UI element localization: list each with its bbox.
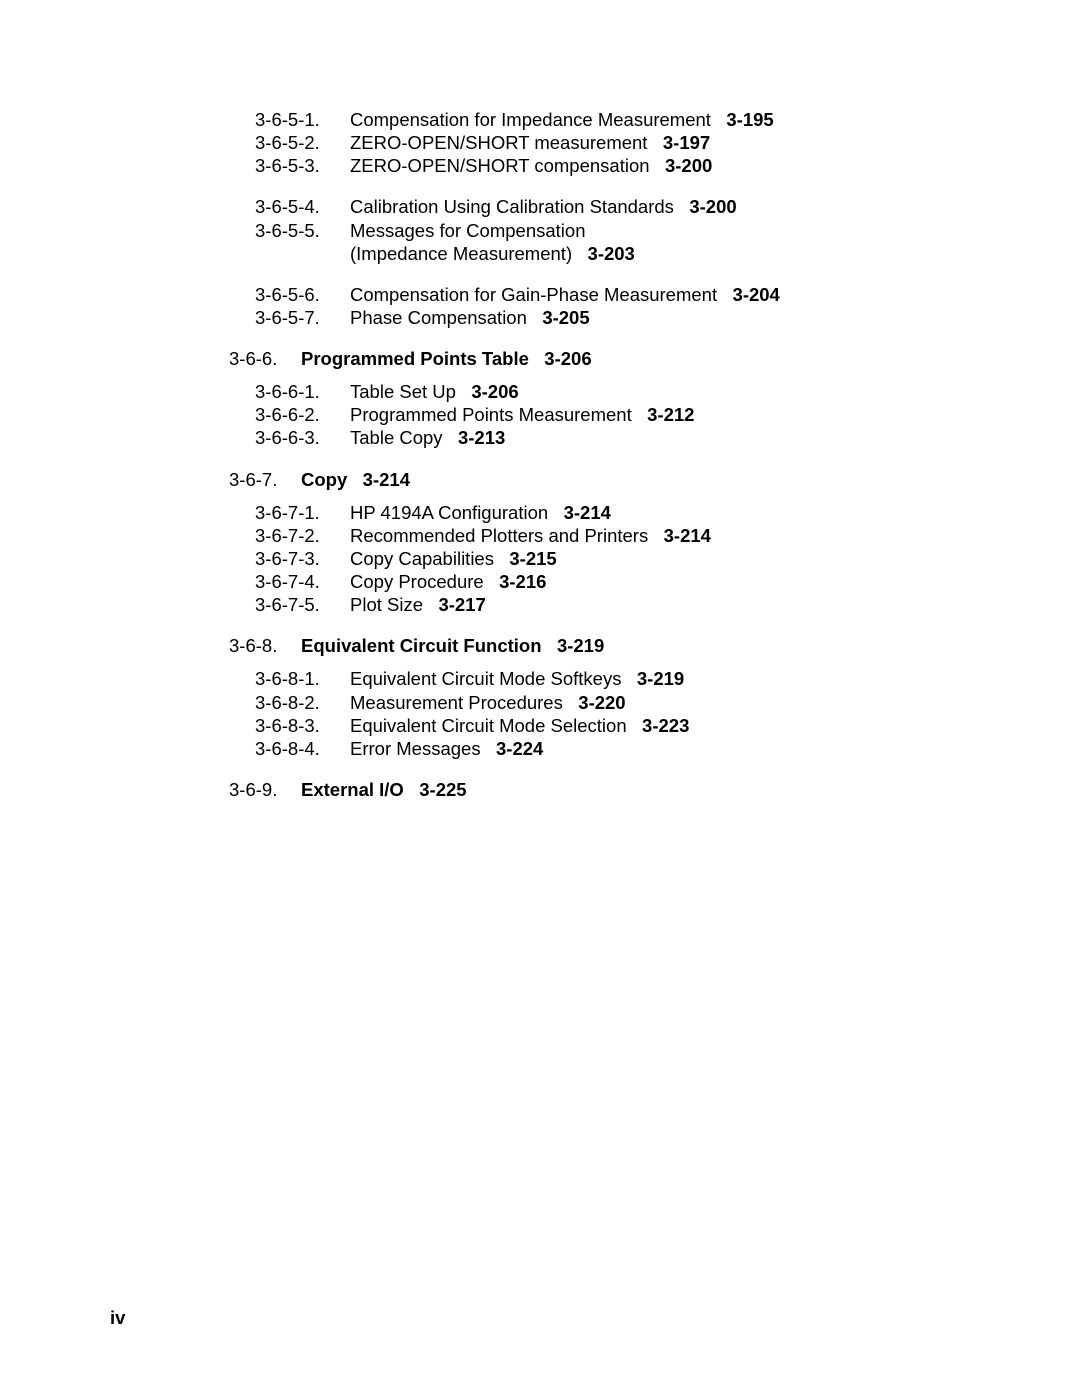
toc-section: 3-6-8. Equivalent Circuit Function 3-219 bbox=[229, 634, 955, 657]
toc-entry: 3-6-7-4. Copy Procedure 3-216 bbox=[255, 570, 955, 593]
entry-number: 3-6-8-4. bbox=[255, 737, 350, 760]
toc-section: 3-6-9. External I/O 3-225 bbox=[229, 778, 955, 801]
entry-number: 3-6-5-4. bbox=[255, 195, 350, 218]
toc-section: 3-6-7. Copy 3-214 bbox=[229, 468, 955, 491]
entry-number: 3-6-5-6. bbox=[255, 283, 350, 306]
entry-text: Copy Procedure 3-216 bbox=[350, 570, 955, 593]
toc-entry: 3-6-8-1. Equivalent Circuit Mode Softkey… bbox=[255, 667, 955, 690]
toc-entry: 3-6-6-1. Table Set Up 3-206 bbox=[255, 380, 955, 403]
entry-text: Copy Capabilities 3-215 bbox=[350, 547, 955, 570]
entry-text: ZERO-OPEN/SHORT measurement 3-197 bbox=[350, 131, 955, 154]
section-title: Copy 3-214 bbox=[301, 468, 410, 491]
section-number: 3-6-9. bbox=[229, 778, 301, 801]
section-number: 3-6-7. bbox=[229, 468, 301, 491]
entry-number: 3-6-7-2. bbox=[255, 524, 350, 547]
entry-text: HP 4194A Configuration 3-214 bbox=[350, 501, 955, 524]
entry-text: ZERO-OPEN/SHORT compensation 3-200 bbox=[350, 154, 955, 177]
entry-text: Error Messages 3-224 bbox=[350, 737, 955, 760]
toc-group: 3-6-5-4. Calibration Using Calibration S… bbox=[255, 195, 955, 264]
toc-group: 3-6-5-1. Compensation for Impedance Meas… bbox=[255, 108, 955, 177]
toc-entry: 3-6-5-3. ZERO-OPEN/SHORT compensation 3-… bbox=[255, 154, 955, 177]
section-title: Equivalent Circuit Function 3-219 bbox=[301, 634, 604, 657]
entry-number: 3-6-8-2. bbox=[255, 691, 350, 714]
section-number: 3-6-6. bbox=[229, 347, 301, 370]
toc-entry: 3-6-8-4. Error Messages 3-224 bbox=[255, 737, 955, 760]
toc-entry: 3-6-5-2. ZERO-OPEN/SHORT measurement 3-1… bbox=[255, 131, 955, 154]
toc-entry: 3-6-7-2. Recommended Plotters and Printe… bbox=[255, 524, 955, 547]
toc-entry: 3-6-5-6. Compensation for Gain-Phase Mea… bbox=[255, 283, 955, 306]
toc-entry: 3-6-5-7. Phase Compensation 3-205 bbox=[255, 306, 955, 329]
entry-number: 3-6-5-7. bbox=[255, 306, 350, 329]
entry-text: Recommended Plotters and Printers 3-214 bbox=[350, 524, 955, 547]
entry-number: 3-6-5-3. bbox=[255, 154, 350, 177]
toc-entry: 3-6-7-1. HP 4194A Configuration 3-214 bbox=[255, 501, 955, 524]
toc-entry: 3-6-8-3. Equivalent Circuit Mode Selecti… bbox=[255, 714, 955, 737]
entry-number: 3-6-8-3. bbox=[255, 714, 350, 737]
toc-entry: 3-6-6-3. Table Copy 3-213 bbox=[255, 426, 955, 449]
entry-number: 3-6-6-3. bbox=[255, 426, 350, 449]
entry-number: 3-6-7-1. bbox=[255, 501, 350, 524]
entry-number: 3-6-5-5. bbox=[255, 219, 350, 265]
toc-entry: 3-6-5-5. Messages for Compensation(Imped… bbox=[255, 219, 955, 265]
entry-text: Compensation for Impedance Measurement 3… bbox=[350, 108, 955, 131]
entry-text: Equivalent Circuit Mode Softkeys 3-219 bbox=[350, 667, 955, 690]
entry-number: 3-6-7-4. bbox=[255, 570, 350, 593]
toc-content: 3-6-5-1. Compensation for Impedance Meas… bbox=[255, 108, 955, 811]
toc-entry: 3-6-5-4. Calibration Using Calibration S… bbox=[255, 195, 955, 218]
toc-group: 3-6-6-1. Table Set Up 3-206 3-6-6-2. Pro… bbox=[255, 380, 955, 449]
entry-number: 3-6-8-1. bbox=[255, 667, 350, 690]
toc-entry: 3-6-7-3. Copy Capabilities 3-215 bbox=[255, 547, 955, 570]
entry-text: Measurement Procedures 3-220 bbox=[350, 691, 955, 714]
entry-number: 3-6-6-1. bbox=[255, 380, 350, 403]
toc-group: 3-6-7-1. HP 4194A Configuration 3-214 3-… bbox=[255, 501, 955, 617]
entry-text: Table Set Up 3-206 bbox=[350, 380, 955, 403]
toc-group: 3-6-5-6. Compensation for Gain-Phase Mea… bbox=[255, 283, 955, 329]
section-title: External I/O 3-225 bbox=[301, 778, 467, 801]
entry-text: Phase Compensation 3-205 bbox=[350, 306, 955, 329]
toc-entry: 3-6-5-1. Compensation for Impedance Meas… bbox=[255, 108, 955, 131]
page-number: iv bbox=[110, 1307, 125, 1329]
section-title: Programmed Points Table 3-206 bbox=[301, 347, 592, 370]
entry-number: 3-6-7-3. bbox=[255, 547, 350, 570]
entry-text: Programmed Points Measurement 3-212 bbox=[350, 403, 955, 426]
entry-text: Compensation for Gain-Phase Measurement … bbox=[350, 283, 955, 306]
entry-text: Calibration Using Calibration Standards … bbox=[350, 195, 955, 218]
toc-group: 3-6-8-1. Equivalent Circuit Mode Softkey… bbox=[255, 667, 955, 760]
section-number: 3-6-8. bbox=[229, 634, 301, 657]
toc-entry: 3-6-6-2. Programmed Points Measurement 3… bbox=[255, 403, 955, 426]
entry-number: 3-6-7-5. bbox=[255, 593, 350, 616]
entry-number: 3-6-5-1. bbox=[255, 108, 350, 131]
entry-text: Plot Size 3-217 bbox=[350, 593, 955, 616]
toc-entry: 3-6-8-2. Measurement Procedures 3-220 bbox=[255, 691, 955, 714]
entry-text: Equivalent Circuit Mode Selection 3-223 bbox=[350, 714, 955, 737]
entry-text: Messages for Compensation(Impedance Meas… bbox=[350, 219, 955, 265]
entry-number: 3-6-6-2. bbox=[255, 403, 350, 426]
entry-number: 3-6-5-2. bbox=[255, 131, 350, 154]
toc-section: 3-6-6. Programmed Points Table 3-206 bbox=[229, 347, 955, 370]
toc-entry: 3-6-7-5. Plot Size 3-217 bbox=[255, 593, 955, 616]
entry-text: Table Copy 3-213 bbox=[350, 426, 955, 449]
